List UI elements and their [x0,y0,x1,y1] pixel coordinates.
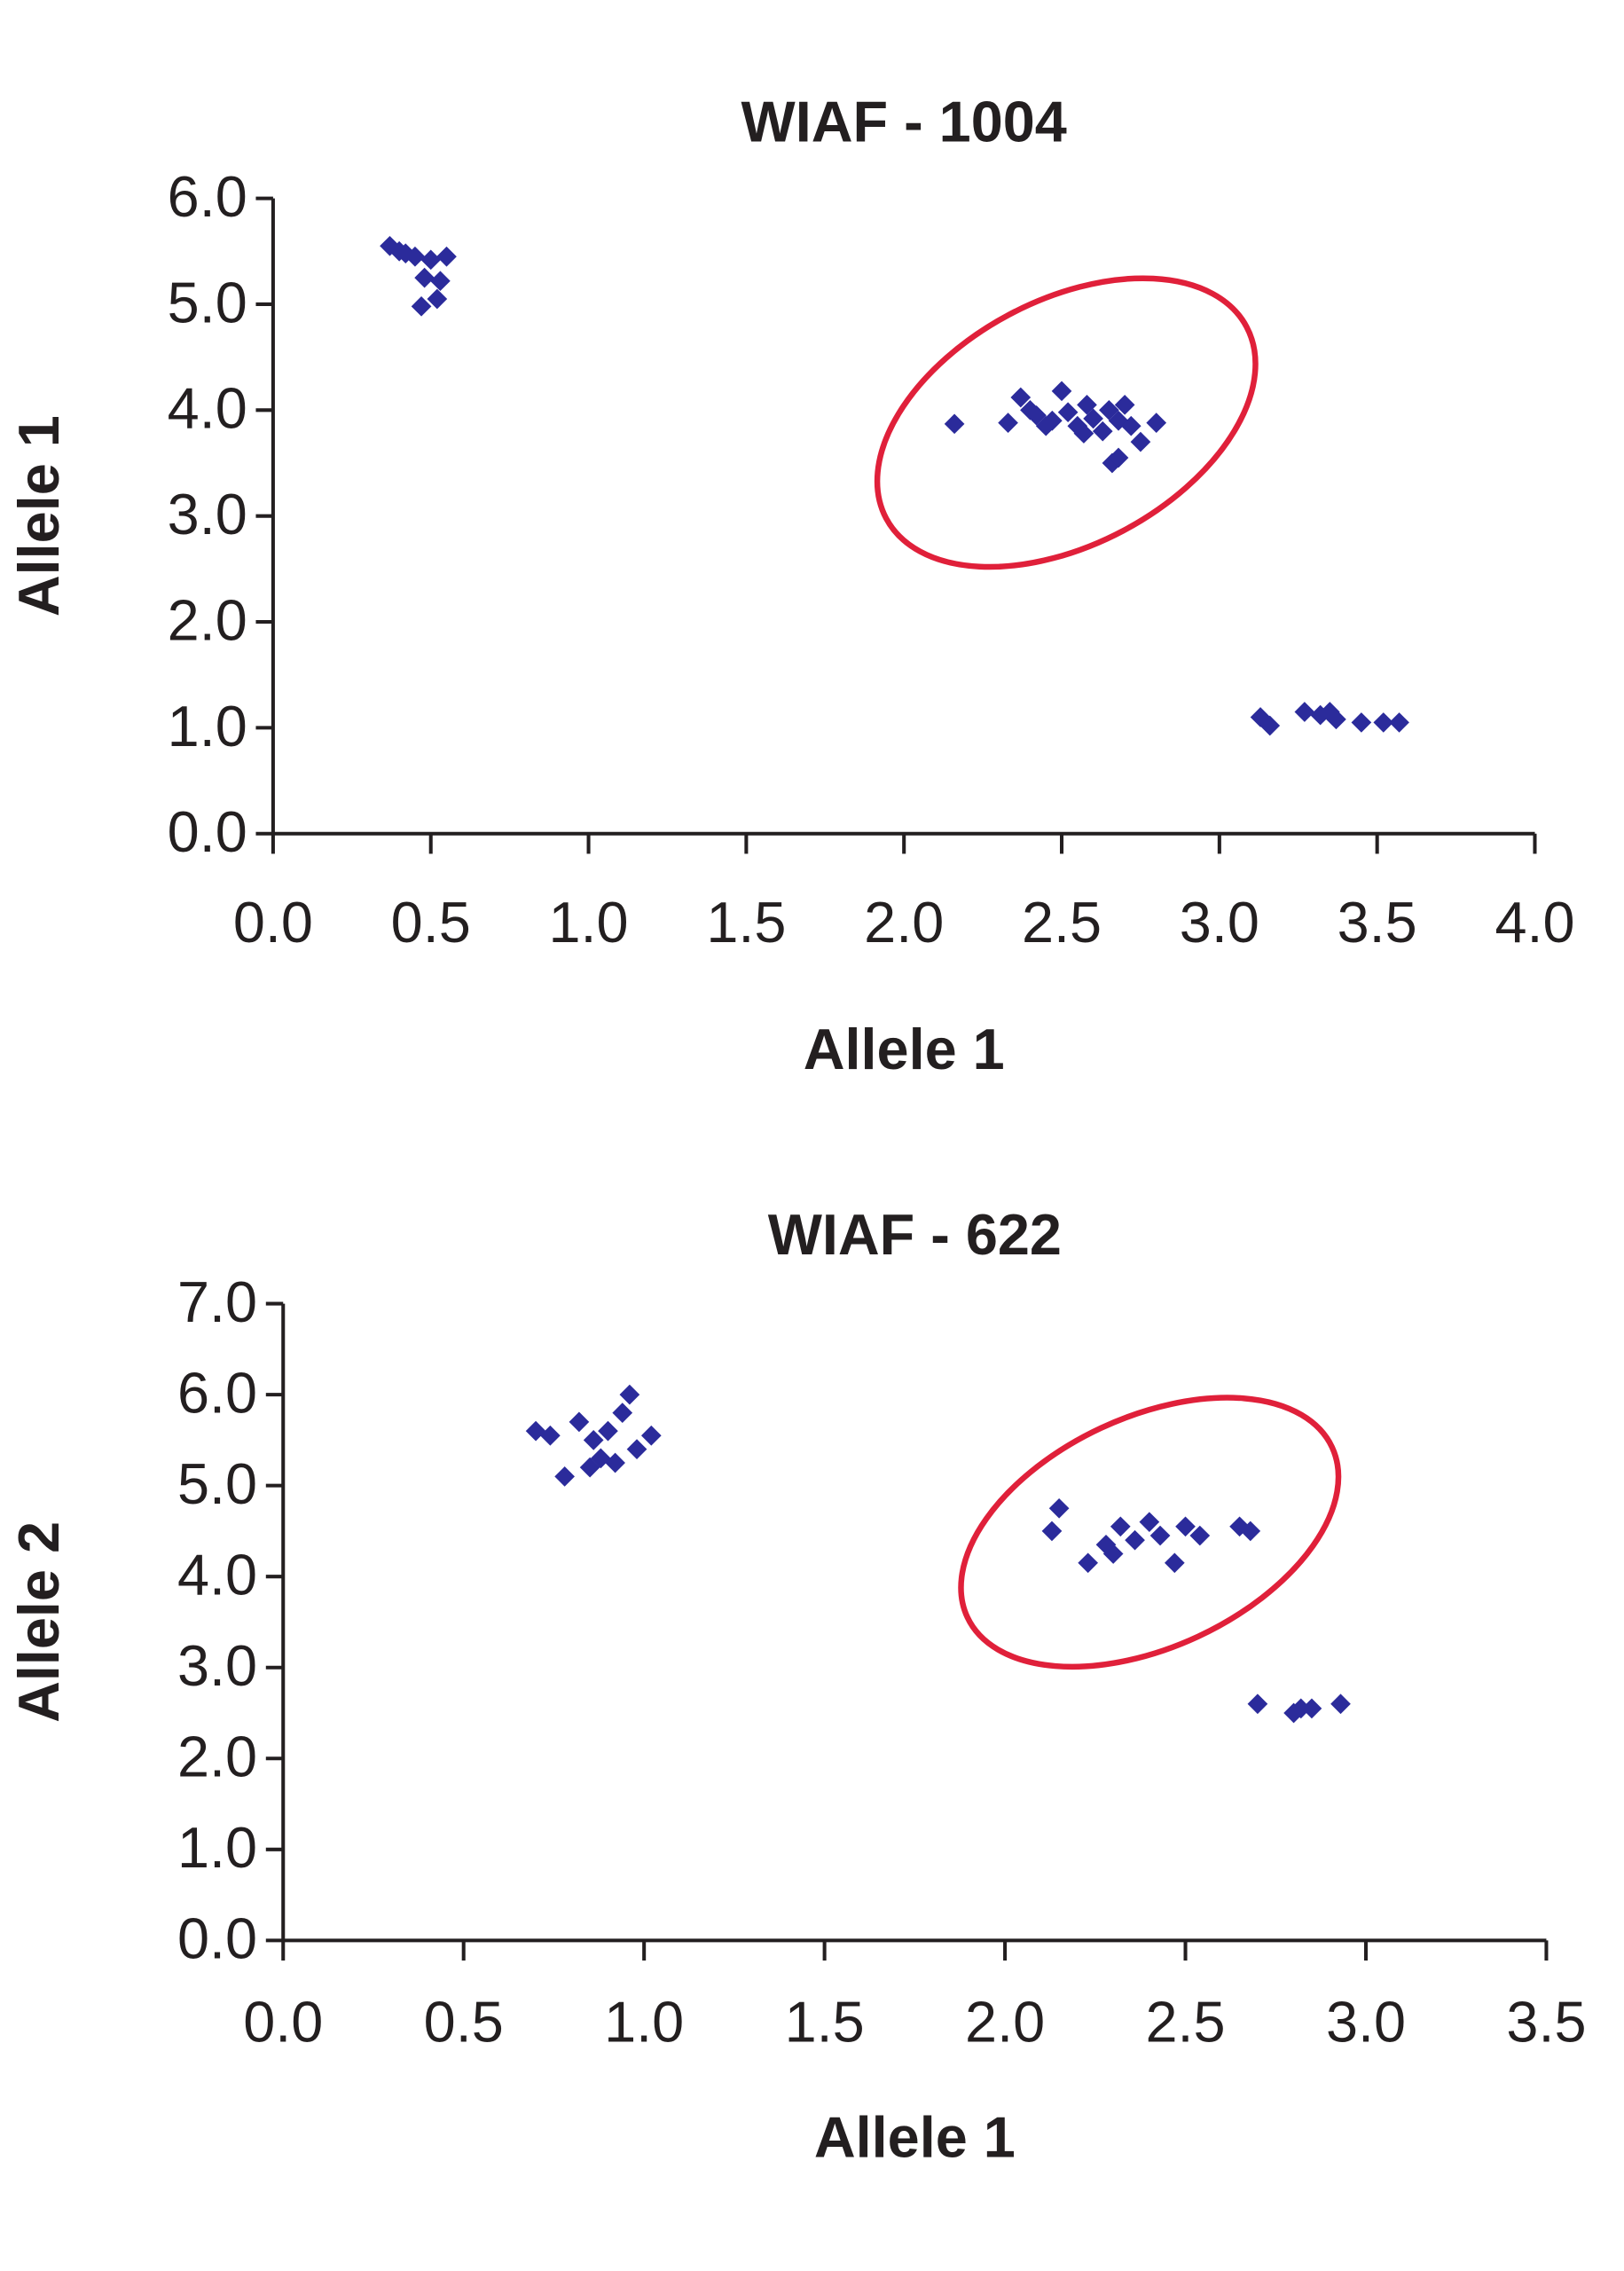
point [1114,395,1135,415]
x-tick-label: 0.0 [233,890,313,955]
y-tick-label: 4.0 [177,1543,257,1607]
point [1057,402,1079,423]
point [1042,410,1063,431]
y-tick-label: 7.0 [177,1269,257,1334]
point [1108,447,1129,468]
x-tick-label: 1.0 [549,890,629,955]
point [1301,1698,1322,1719]
point [1146,413,1167,433]
point [1078,1552,1099,1574]
highlight-ellipse [874,275,1259,570]
point [1048,1497,1070,1519]
point [1291,1698,1312,1719]
y-axis-label: Allele 1 [6,415,71,617]
point [640,1425,662,1446]
y-tick-label: 0.0 [177,1906,257,1971]
x-tick-label: 3.0 [1180,890,1259,955]
point [1073,423,1094,444]
y-tick-label: 5.0 [177,1451,257,1516]
point [1010,387,1032,408]
point [1294,702,1315,722]
x-tick-label: 1.5 [706,890,786,955]
x-tick-label: 1.0 [604,1990,684,2055]
point [1247,1693,1268,1715]
point [1189,1525,1211,1546]
x-tick-label: 2.0 [965,1990,1045,2055]
point [1319,702,1340,722]
x-tick-label: 0.0 [243,1990,323,2055]
point [605,1452,625,1473]
point [626,1439,647,1459]
point [1041,1521,1063,1542]
x-tick-label: 2.0 [864,890,944,955]
point [1175,1516,1196,1537]
x-tick-label: 3.5 [1338,890,1417,955]
x-axis-label: Allele 1 [814,2104,1016,2169]
point [569,1411,590,1433]
x-tick-label: 4.0 [1495,890,1574,955]
point [540,1425,561,1446]
point [1083,408,1103,429]
y-tick-label: 2.0 [168,587,247,652]
y-tick-label: 3.0 [177,1633,257,1698]
highlight-ellipse [958,1395,1342,1670]
point [420,249,442,271]
point [998,413,1018,433]
y-tick-label: 1.0 [177,1815,257,1880]
point [944,413,965,435]
x-tick-label: 1.5 [785,1990,865,2055]
point [1020,399,1040,420]
point [1240,1521,1261,1542]
x-axis-label: Allele 1 [804,1017,1005,1081]
x-tick-label: 2.5 [1145,1990,1225,2055]
chart-title: WIAF - 1004 [741,90,1067,154]
point [388,240,410,262]
point [1110,1516,1131,1537]
x-tick-label: 3.0 [1326,1990,1406,2055]
point [1330,1693,1351,1715]
point [1125,1529,1145,1551]
point [1120,415,1142,436]
point [554,1466,575,1487]
point [583,1430,604,1450]
y-tick-label: 6.0 [177,1360,257,1425]
point [404,246,426,267]
point [1092,420,1113,442]
point [598,1420,618,1442]
point [414,267,435,288]
y-axis-label: Allele 2 [6,1521,71,1723]
y-tick-label: 4.0 [168,376,247,441]
point [619,1384,640,1405]
y-tick-label: 6.0 [168,164,247,229]
x-tick-label: 2.5 [1022,890,1102,955]
y-tick-label: 1.0 [168,694,247,758]
point [579,1457,600,1478]
chart-title: WIAF - 622 [768,1202,1062,1267]
point [1259,715,1281,736]
point [1389,712,1409,733]
point [1149,1525,1171,1546]
point [1164,1552,1185,1574]
x-tick-label: 3.5 [1506,1990,1586,2055]
y-tick-label: 3.0 [168,482,247,546]
y-tick-label: 0.0 [168,799,247,864]
point [1051,381,1072,402]
point [436,246,457,267]
y-tick-label: 2.0 [177,1725,257,1789]
point [612,1403,633,1423]
point [1351,712,1372,733]
x-tick-label: 0.5 [391,890,471,955]
point [1373,712,1394,733]
point [1139,1512,1160,1533]
point [430,271,451,292]
y-tick-label: 5.0 [168,270,247,334]
x-tick-label: 0.5 [424,1990,504,2055]
point [1102,1544,1124,1564]
point [1130,431,1151,452]
